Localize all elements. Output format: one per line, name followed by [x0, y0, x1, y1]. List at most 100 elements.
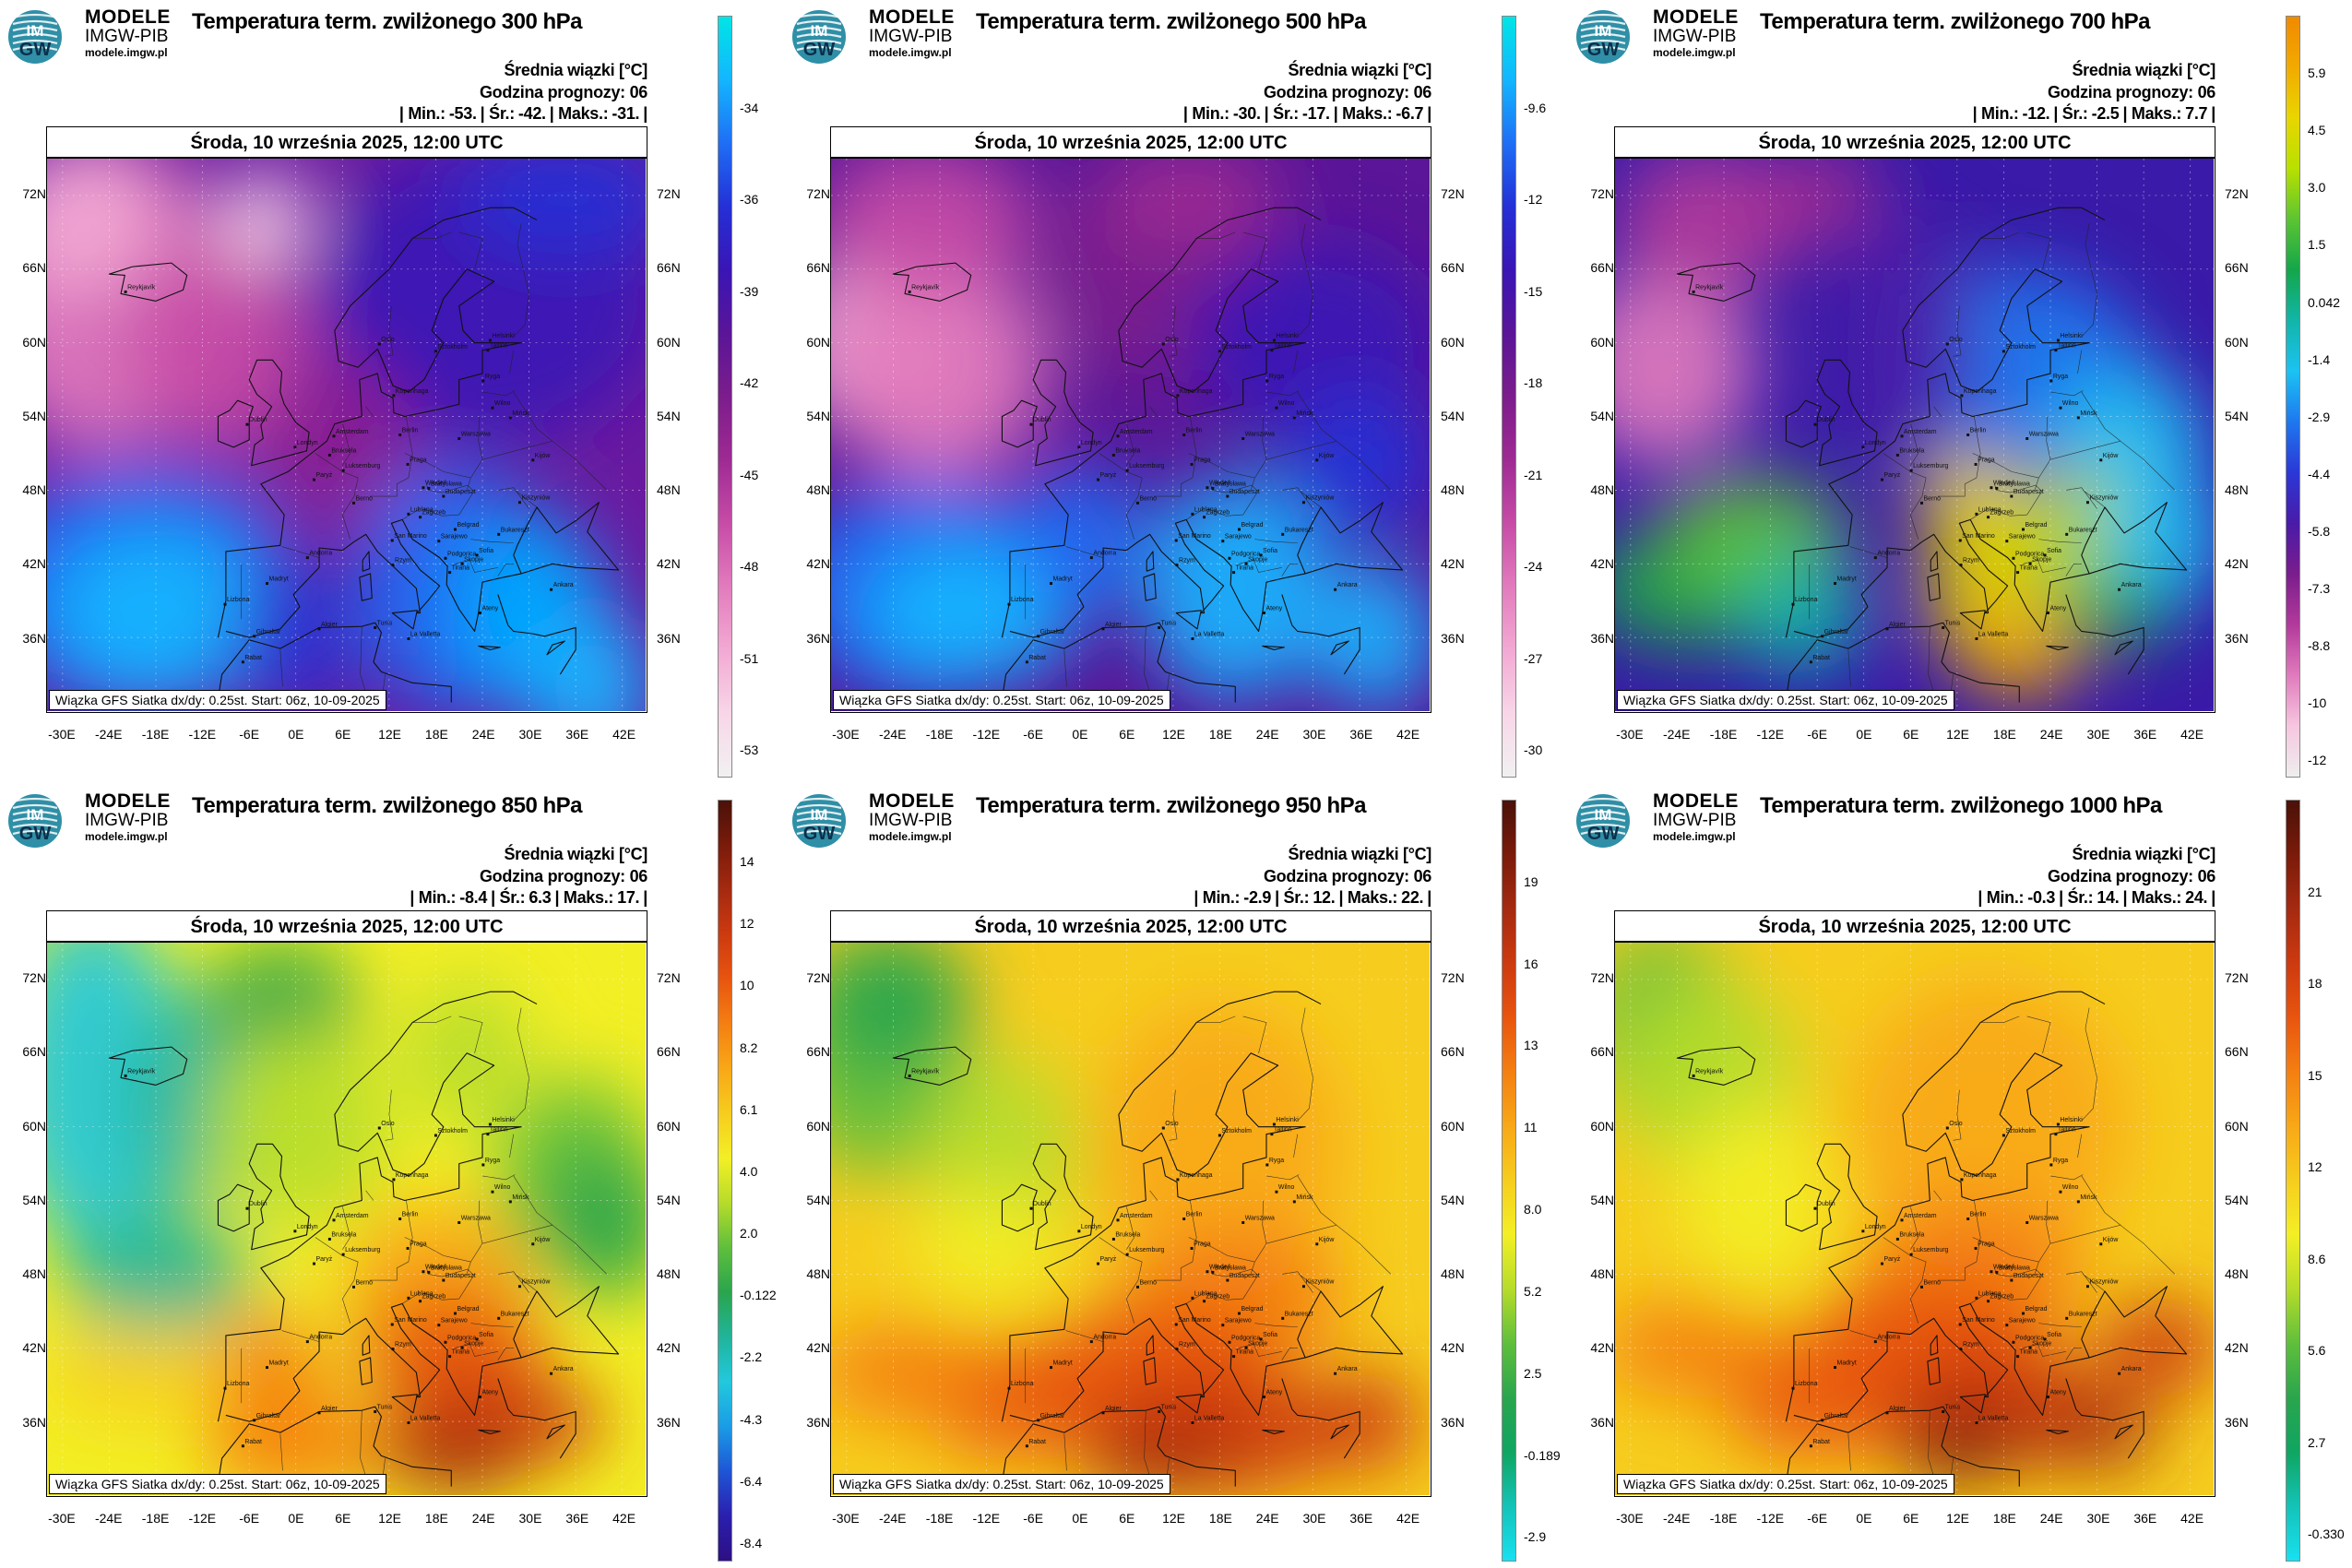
- city-label: Helsinki: [2060, 1117, 2083, 1123]
- island: [1001, 1183, 1038, 1232]
- city-marker: [1861, 1229, 1865, 1233]
- city-marker: [1175, 1348, 1179, 1351]
- colorbar-tick: 4.5: [2308, 123, 2326, 138]
- border: [481, 1224, 608, 1275]
- city-marker: [1025, 660, 1028, 664]
- city-marker: [1241, 437, 1245, 440]
- city-layer: Warszawa Berlin Praga Budapeszt Wiedeń Rzym Ma…: [124, 1068, 574, 1448]
- field-blob: [47, 159, 156, 294]
- lon-label: 36E: [1349, 727, 1373, 742]
- city-label: San Marino: [394, 533, 427, 540]
- coastlines: [108, 991, 620, 1487]
- island: [1146, 1335, 1155, 1356]
- city-marker: [1050, 1366, 1053, 1370]
- stats-line: | Min.: -8.4 | Śr.: 6.3 | Maks.: 17. |: [406, 888, 647, 908]
- border: [315, 1237, 359, 1324]
- city-marker: [448, 1355, 452, 1359]
- city-label: Gibraltar: [1040, 629, 1065, 636]
- city-marker: [1920, 1285, 1924, 1289]
- island: [2114, 640, 2133, 656]
- lon-label: 36E: [2133, 1511, 2157, 1526]
- city-label: Berlin: [402, 1212, 419, 1218]
- border: [455, 1343, 498, 1357]
- border: [1293, 1134, 1299, 1158]
- city-label: Mińsk: [512, 1194, 529, 1201]
- border: [1250, 416, 1267, 491]
- border: [369, 1200, 413, 1281]
- brand-line3: modele.imgw.pl: [1653, 46, 1736, 59]
- city-label: La Valletta: [1194, 1415, 1224, 1421]
- coastline: [1281, 594, 1360, 675]
- city-label: Praga: [1194, 457, 1211, 463]
- border: [509, 1134, 515, 1158]
- city-marker: [2012, 1340, 2015, 1344]
- stat-part: 7.7: [2185, 104, 2208, 123]
- island: [391, 610, 418, 630]
- border: [1847, 1433, 1851, 1471]
- coastline: [1281, 1378, 1360, 1459]
- city-label: Kiszyniów: [1305, 495, 1335, 502]
- field-blob: [1739, 551, 1864, 675]
- brand-line1: MODELE: [869, 790, 955, 812]
- city-label: Berlin: [1970, 428, 1987, 434]
- colorbar-tick: 15: [2308, 1067, 2322, 1083]
- colorbar-tick: 5.6: [2308, 1343, 2326, 1359]
- colorbar-tick: -36: [740, 192, 759, 208]
- city-label: Oslo: [1165, 1121, 1178, 1127]
- city-marker: [2046, 612, 2049, 615]
- city-label: La Valletta: [1978, 1415, 2008, 1421]
- city-label: Helsinki: [1276, 1117, 1299, 1123]
- city-marker: [1974, 1246, 1978, 1250]
- subtitle: Średnia wiązki [°C]: [2072, 61, 2215, 79]
- city-marker: [1037, 635, 1040, 638]
- panel-title: Temperatura term. zwilżonego 700 hPa: [1760, 9, 2151, 34]
- city-label: Tunis: [1161, 1405, 1177, 1411]
- city-marker: [377, 342, 381, 346]
- city-marker: [1050, 582, 1053, 586]
- city-label: Ankara: [553, 582, 574, 588]
- stats-line: | Min.: -30. | Śr.: -17. | Maks.: -6.7 |: [1180, 104, 1431, 124]
- border: [1297, 1175, 1337, 1226]
- city-label: Sofia: [1263, 548, 1277, 554]
- city-label: Tallinn: [1274, 1127, 1292, 1134]
- border: [513, 1175, 553, 1226]
- city-label: Wilno: [1278, 1184, 1295, 1191]
- colorbar-tick: -42: [740, 375, 759, 391]
- city-label: Belgrad: [457, 522, 479, 529]
- city-marker: [1174, 539, 1178, 542]
- lon-label: 36E: [1349, 1511, 1373, 1526]
- city-marker: [442, 1278, 445, 1282]
- city-label: Luksemburg: [1913, 1247, 1948, 1253]
- panel-title: Temperatura term. zwilżonego 850 hPa: [192, 793, 583, 818]
- border: [342, 422, 351, 466]
- city-marker: [1975, 1420, 1978, 1424]
- city-marker: [1315, 458, 1319, 462]
- city-label: Praga: [1194, 1241, 1211, 1247]
- border: [1196, 1016, 1236, 1023]
- lat-label-left: 72N: [22, 186, 46, 202]
- city-label: Sztokholm: [437, 344, 468, 350]
- city-label: Sztokholm: [2005, 1128, 2036, 1134]
- city-label: Paryż: [1100, 1256, 1117, 1263]
- forecast-panel: IM GW MODELE IMGW-PIB modele.imgw.pl Temperat…: [1568, 784, 2352, 1568]
- city-marker: [407, 1296, 410, 1300]
- island: [1330, 640, 1349, 656]
- border: [1910, 1206, 1919, 1250]
- city-marker: [1221, 1324, 1225, 1327]
- stat-part: 6.3: [529, 888, 552, 907]
- brand-line3: modele.imgw.pl: [869, 830, 952, 843]
- city-label: Andorra: [309, 1335, 332, 1341]
- city-marker: [1959, 564, 1963, 567]
- forecast-panel: IM GW MODELE IMGW-PIB modele.imgw.pl Temperat…: [0, 784, 784, 1568]
- city-marker: [1259, 553, 1263, 557]
- city-label: Berlin: [402, 428, 419, 434]
- colorbar: [718, 800, 732, 1562]
- coastline: [2065, 594, 2144, 675]
- city-marker: [341, 1253, 345, 1256]
- coastlines: [892, 991, 1404, 1487]
- brand-line2: IMGW-PIB: [85, 27, 169, 46]
- border: [1980, 1016, 2020, 1023]
- lat-label-left: 48N: [22, 482, 46, 498]
- colorbar-tick: -18: [1524, 375, 1543, 391]
- border: [2077, 1134, 2083, 1158]
